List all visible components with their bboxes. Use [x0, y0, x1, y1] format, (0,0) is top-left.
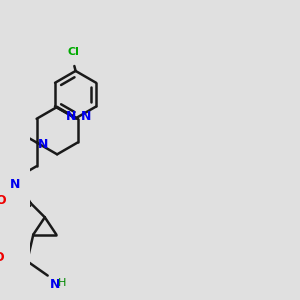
- Text: N: N: [10, 178, 20, 191]
- Text: N: N: [38, 138, 48, 151]
- Text: O: O: [0, 250, 4, 264]
- Text: N: N: [80, 110, 91, 123]
- Text: N: N: [50, 278, 60, 291]
- Text: O: O: [0, 194, 6, 207]
- Text: H: H: [58, 278, 66, 288]
- Text: Cl: Cl: [68, 47, 80, 58]
- Text: N: N: [66, 110, 77, 123]
